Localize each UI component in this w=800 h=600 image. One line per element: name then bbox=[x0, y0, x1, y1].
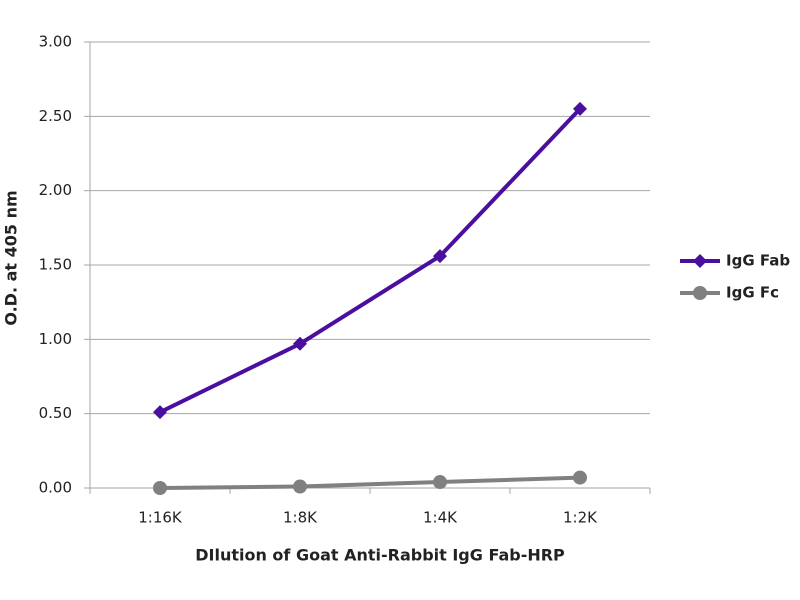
y-axis-title: O.D. at 405 nm bbox=[2, 190, 21, 325]
x-tick-label: 1:16K bbox=[138, 509, 183, 527]
y-tick-label: 2.00 bbox=[39, 181, 72, 199]
y-tick-label: 2.50 bbox=[39, 107, 72, 125]
legend-label: IgG Fc bbox=[726, 284, 779, 302]
x-axis-title: DIlution of Goat Anti-Rabbit IgG Fab-HRP bbox=[195, 546, 565, 565]
data-point bbox=[293, 336, 307, 351]
y-tick-label: 0.00 bbox=[39, 479, 72, 497]
x-tick-label: 1:8K bbox=[283, 509, 318, 527]
legend-marker bbox=[693, 286, 707, 300]
data-point bbox=[293, 479, 307, 494]
legend-label: IgG Fab bbox=[726, 252, 790, 270]
series-line bbox=[159, 107, 582, 414]
x-tick-label: 1:4K bbox=[423, 509, 458, 527]
data-point bbox=[573, 470, 587, 485]
data-point bbox=[573, 101, 587, 116]
x-tick-label: 1:2K bbox=[563, 509, 598, 527]
y-tick-label: 0.50 bbox=[39, 404, 72, 422]
y-tick-label: 1.50 bbox=[39, 256, 72, 274]
series-line bbox=[159, 475, 581, 490]
y-tick-label: 3.00 bbox=[39, 33, 72, 51]
y-tick-label: 1.00 bbox=[39, 330, 72, 348]
data-point bbox=[153, 481, 167, 495]
data-point bbox=[433, 475, 447, 490]
legend-marker bbox=[693, 254, 707, 268]
data-point bbox=[153, 405, 167, 420]
data-point bbox=[433, 249, 447, 264]
